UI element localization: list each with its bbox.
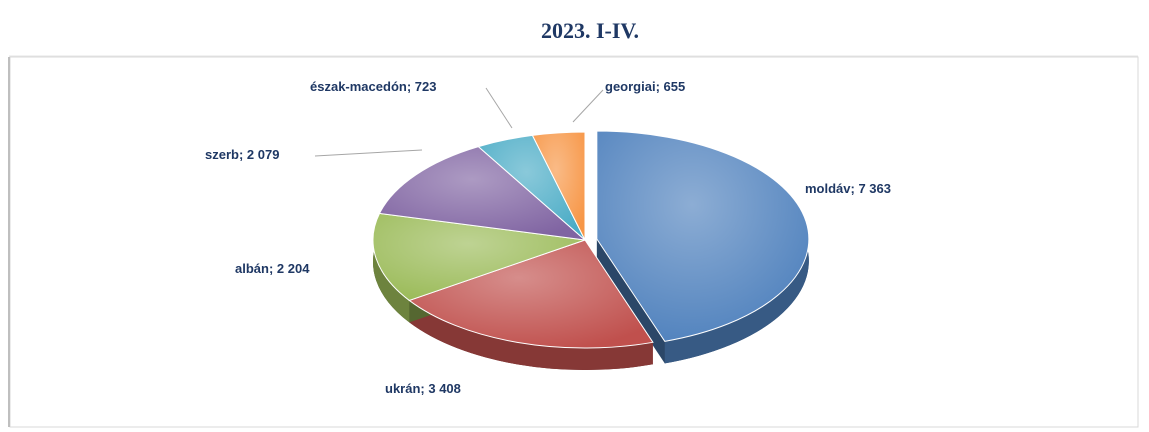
- data-label: szerb; 2 079: [205, 147, 279, 162]
- data-label: moldáv; 7 363: [805, 181, 891, 196]
- chart-title: 2023. I-IV.: [541, 18, 639, 43]
- slice-side: [409, 300, 653, 370]
- slice-shine: [409, 240, 653, 348]
- category-name: albán: [235, 261, 269, 276]
- slice-shine: [596, 131, 809, 342]
- pie: [372, 130, 810, 370]
- category-name: ukrán: [385, 381, 420, 396]
- category-name: georgiai: [605, 79, 656, 94]
- slice-shine: [478, 135, 585, 240]
- labels: moldáv; 7 363 ukrán; 3 408 albán; 2 204 sze…: [205, 79, 891, 396]
- label-separator: ;: [656, 79, 664, 94]
- label-separator: ;: [239, 147, 247, 162]
- slice-side: [373, 213, 410, 323]
- label-separator: ;: [407, 79, 415, 94]
- data-label: georgiai; 655: [605, 79, 685, 94]
- data-label: albán; 2 204: [235, 261, 310, 276]
- category-name: szerb: [205, 147, 239, 162]
- value-label: 2 204: [277, 261, 310, 276]
- value-label: 2 079: [247, 147, 280, 162]
- leader-line: [314, 149, 423, 157]
- value-label: 655: [664, 79, 686, 94]
- category-name: moldáv: [805, 181, 851, 196]
- category-name: észak-macedón: [310, 79, 407, 94]
- data-label: ukrán; 3 408: [385, 381, 461, 396]
- slice-shine: [379, 146, 585, 240]
- slice-shine: [373, 213, 585, 301]
- label-separator: ;: [420, 381, 428, 396]
- data-label: észak-macedón; 723: [310, 79, 436, 94]
- leader-line: [485, 87, 513, 129]
- label-separator: ;: [851, 181, 859, 196]
- label-separator: ;: [269, 261, 277, 276]
- leader-line: [572, 89, 604, 123]
- value-label: 7 363: [858, 181, 891, 196]
- value-label: 3 408: [428, 381, 461, 396]
- value-label: 723: [415, 79, 437, 94]
- slice-shine: [532, 132, 585, 240]
